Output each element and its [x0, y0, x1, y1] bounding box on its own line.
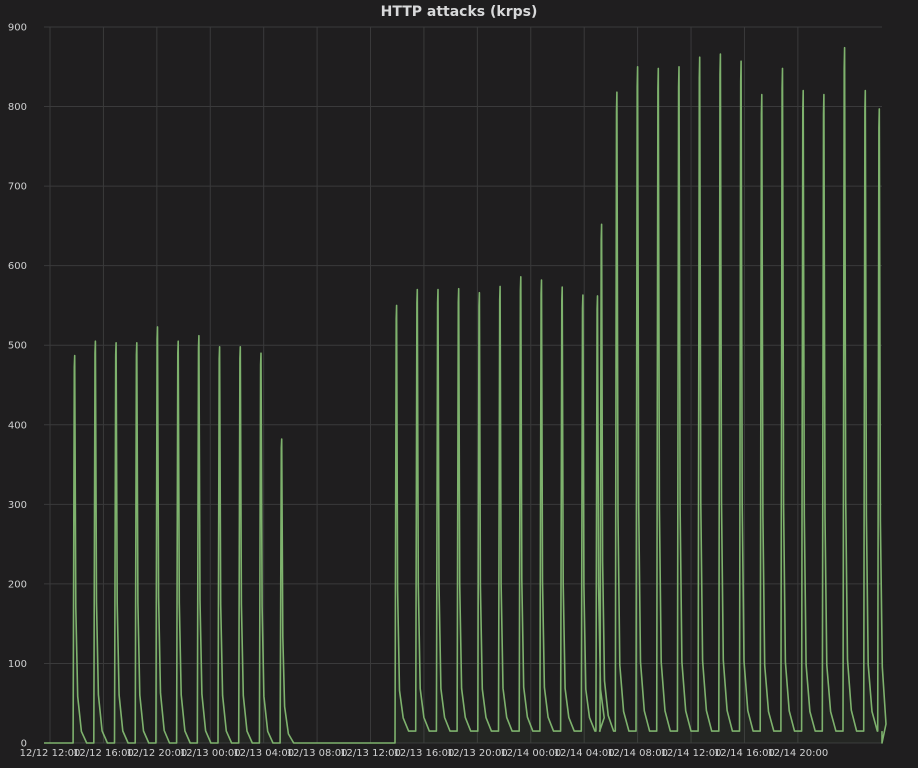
y-tick-label: 400 [8, 420, 27, 431]
y-tick-label: 200 [8, 579, 27, 590]
data-point [157, 326, 159, 328]
data-point [601, 223, 603, 225]
data-point [437, 289, 439, 291]
x-tick-label: 12/14 04:00 [554, 748, 615, 759]
x-tick-label: 12/13 08:00 [287, 748, 348, 759]
data-point [416, 289, 418, 291]
x-tick-label: 12/14 08:00 [607, 748, 668, 759]
data-point [198, 335, 200, 337]
data-point [115, 342, 117, 344]
data-point [74, 355, 76, 357]
x-tick-label: 12/14 00:00 [500, 748, 561, 759]
series-group [44, 46, 887, 744]
y-axis-ticks: 0 100 200 300 400 500 600 700 800 900 [8, 23, 27, 750]
data-point [219, 346, 221, 348]
data-point [458, 288, 460, 290]
y-tick-label: 700 [8, 182, 27, 193]
data-point [136, 342, 138, 344]
data-point [802, 90, 804, 92]
data-point [782, 67, 784, 69]
data-point [616, 91, 618, 93]
data-point [94, 340, 96, 342]
data-point [177, 340, 179, 342]
x-tick-label: 12/13 00:00 [180, 748, 241, 759]
data-point [678, 66, 680, 68]
x-tick-label: 12/14 20:00 [767, 748, 828, 759]
y-tick-label: 100 [8, 659, 27, 670]
data-point [761, 94, 763, 96]
x-tick-label: 12/13 12:00 [340, 748, 401, 759]
x-tick-label: 12/12 16:00 [73, 748, 134, 759]
chart-title: HTTP attacks (krps) [380, 4, 538, 20]
data-point [520, 276, 522, 278]
y-tick-label: 300 [8, 500, 27, 511]
y-tick-label: 800 [8, 102, 27, 113]
data-point [844, 47, 846, 49]
data-point [719, 53, 721, 55]
data-point [637, 66, 639, 68]
x-tick-label: 12/14 12:00 [661, 748, 722, 759]
data-point [699, 56, 701, 58]
data-point [823, 94, 825, 96]
data-point [878, 108, 880, 110]
data-point [540, 279, 542, 281]
data-point [396, 304, 398, 306]
series-line-0 [44, 46, 887, 744]
y-tick-label: 900 [8, 23, 27, 34]
data-point [478, 292, 480, 294]
data-point [740, 60, 742, 62]
data-point [239, 346, 241, 348]
y-tick-label: 500 [8, 341, 27, 352]
data-point [281, 438, 283, 440]
y-tick-label: 600 [8, 261, 27, 272]
x-tick-label: 12/12 20:00 [126, 748, 187, 759]
data-point [864, 90, 866, 92]
x-tick-label: 12/13 16:00 [394, 748, 455, 759]
x-tick-label: 12/13 04:00 [233, 748, 294, 759]
gridlines [44, 26, 882, 744]
y-tick-label: 0 [21, 739, 27, 750]
data-point [561, 286, 563, 288]
data-point [499, 285, 501, 287]
data-point [260, 352, 262, 354]
data-point [597, 295, 599, 297]
data-point [657, 67, 659, 69]
x-tick-label: 12/13 20:00 [447, 748, 508, 759]
data-point [582, 294, 584, 296]
x-tick-label: 12/12 12:00 [20, 748, 81, 759]
x-tick-label: 12/14 16:00 [714, 748, 775, 759]
